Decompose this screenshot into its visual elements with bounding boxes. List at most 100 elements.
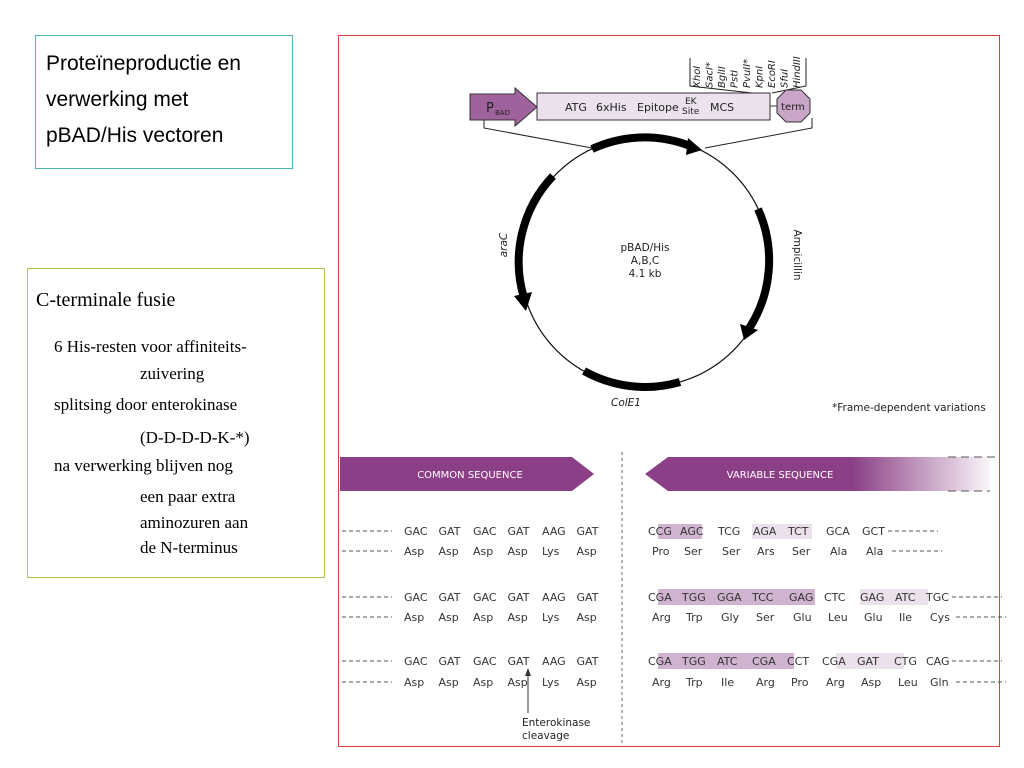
codon: GAT [439, 591, 461, 604]
codon: AGA [753, 525, 777, 538]
plasmid-name: pBAD/His [621, 242, 670, 254]
amino-acid: Asp [508, 611, 528, 624]
codon: GAC [404, 525, 428, 538]
terminator-octagon [776, 89, 811, 123]
amino-acid: Trp [685, 676, 703, 689]
amino-acid: Pro [791, 676, 809, 689]
codon: GAG [789, 591, 813, 604]
variable-sequence-banner [645, 457, 990, 491]
ek-label: EK [685, 97, 698, 107]
variable-banner-label: VARIABLE SEQUENCE [727, 470, 834, 481]
codon: AAG [542, 525, 566, 538]
codon: GAG [860, 591, 884, 604]
bullet-text: splitsing door enterokinase [54, 395, 238, 414]
codon: CGA [648, 655, 672, 668]
term-label: term [781, 102, 805, 113]
promoter-label: P [486, 101, 494, 116]
codon: GAT [577, 591, 599, 604]
amino-acid: Trp [685, 611, 703, 624]
footnote: *Frame-dependent variations [832, 402, 986, 414]
amino-acid: Asp [508, 545, 528, 558]
bullet-text: aminozuren aan [140, 513, 249, 532]
codon: AAG [542, 655, 566, 668]
codon: GAC [404, 591, 428, 604]
diagram-frame [338, 35, 1000, 747]
amino-acid: Glu [793, 611, 812, 624]
enzyme-label: PvuII* [742, 59, 753, 88]
codon: GAC [404, 655, 428, 668]
cole1-label: ColE1 [611, 397, 641, 409]
codon: TGC [925, 591, 949, 604]
amino-acid: Arg [756, 676, 775, 689]
codon: AGC [680, 525, 704, 538]
promoter-sub: BAD [495, 109, 510, 117]
amino-acid: Asp [473, 676, 493, 689]
epitope-label: Epitope [637, 101, 679, 114]
codon: GGA [717, 591, 742, 604]
amino-acid: Ile [899, 611, 912, 624]
bullet-text: zuivering [140, 364, 205, 383]
codon: CCT [787, 655, 809, 668]
common-sequence-banner [340, 457, 594, 491]
enzyme-label: SacI* [705, 62, 716, 88]
codon: ATC [895, 591, 916, 604]
codon: AAG [542, 591, 566, 604]
amino-acid: Ser [722, 545, 741, 558]
codon: TGG [681, 591, 706, 604]
bullet-text: na verwerking blijven nog [54, 456, 233, 475]
codon: GAC [473, 655, 497, 668]
info-heading: C-terminale fusie [36, 289, 176, 311]
codon: CTC [824, 591, 846, 604]
codon: TGG [681, 655, 706, 668]
sequence-highlights [658, 524, 928, 669]
title-line: Proteïneproductie en [46, 52, 241, 75]
codon: GAC [473, 591, 497, 604]
his-label: 6xHis [596, 101, 627, 114]
amino-acid: Arg [826, 676, 845, 689]
amino-acid: Cys [930, 611, 950, 624]
enzyme-label: SfuI [780, 69, 791, 88]
amino-acid: Lys [542, 676, 560, 689]
title-line: verwerking met [46, 88, 189, 111]
cole1-arc [582, 367, 682, 391]
cassette-box [536, 92, 771, 121]
ampicillin-arc [744, 207, 774, 333]
amino-acid: Ile [721, 676, 734, 689]
mcs-label: MCS [710, 101, 734, 114]
arrow-head [514, 292, 532, 311]
info-box: C-terminale fusie 6 His-resten voor affi… [27, 268, 325, 578]
codon: GAT [508, 591, 530, 604]
codon: GAT [857, 655, 879, 668]
arrow-head [740, 324, 758, 340]
enzyme-labels: XhoI SacI* BglII PstI PvuII* KpnI EcoRI SfuI Hin… [692, 56, 803, 89]
codon: GAT [508, 525, 530, 538]
plasmid-variants: A,B,C [631, 255, 659, 267]
amino-acid: Lys [542, 545, 560, 558]
codon: GCT [862, 525, 885, 538]
codon: GAT [577, 525, 599, 538]
amino-acid: Ser [684, 545, 703, 558]
codon: GAT [439, 525, 461, 538]
amino-acid: Gly [721, 611, 740, 624]
amino-acid: Asp [577, 676, 597, 689]
promoter-arrow [469, 86, 538, 128]
amino-acid: Asp [439, 545, 459, 558]
site-label: Site [682, 107, 700, 117]
codon: CGA [752, 655, 776, 668]
amino-acid: Asp [508, 676, 528, 689]
amino-acid: Asp [861, 676, 881, 689]
codon: GAT [577, 655, 599, 668]
plasmid-size: 4.1 kb [629, 268, 662, 280]
codon: CGA [822, 655, 846, 668]
bullet-text: de N-terminus [140, 538, 238, 557]
amino-acid: Asp [439, 676, 459, 689]
codon: GAT [508, 655, 530, 668]
amino-acid: Asp [439, 611, 459, 624]
enzyme-label: XhoI [692, 66, 703, 89]
enzyme-label: KpnI [755, 66, 766, 88]
codon: TCC [751, 591, 774, 604]
amino-acid: Lys [542, 611, 560, 624]
atg-label: ATG [565, 101, 587, 114]
enzyme-label: BglII [717, 66, 728, 88]
amino-acid: Leu [828, 611, 848, 624]
